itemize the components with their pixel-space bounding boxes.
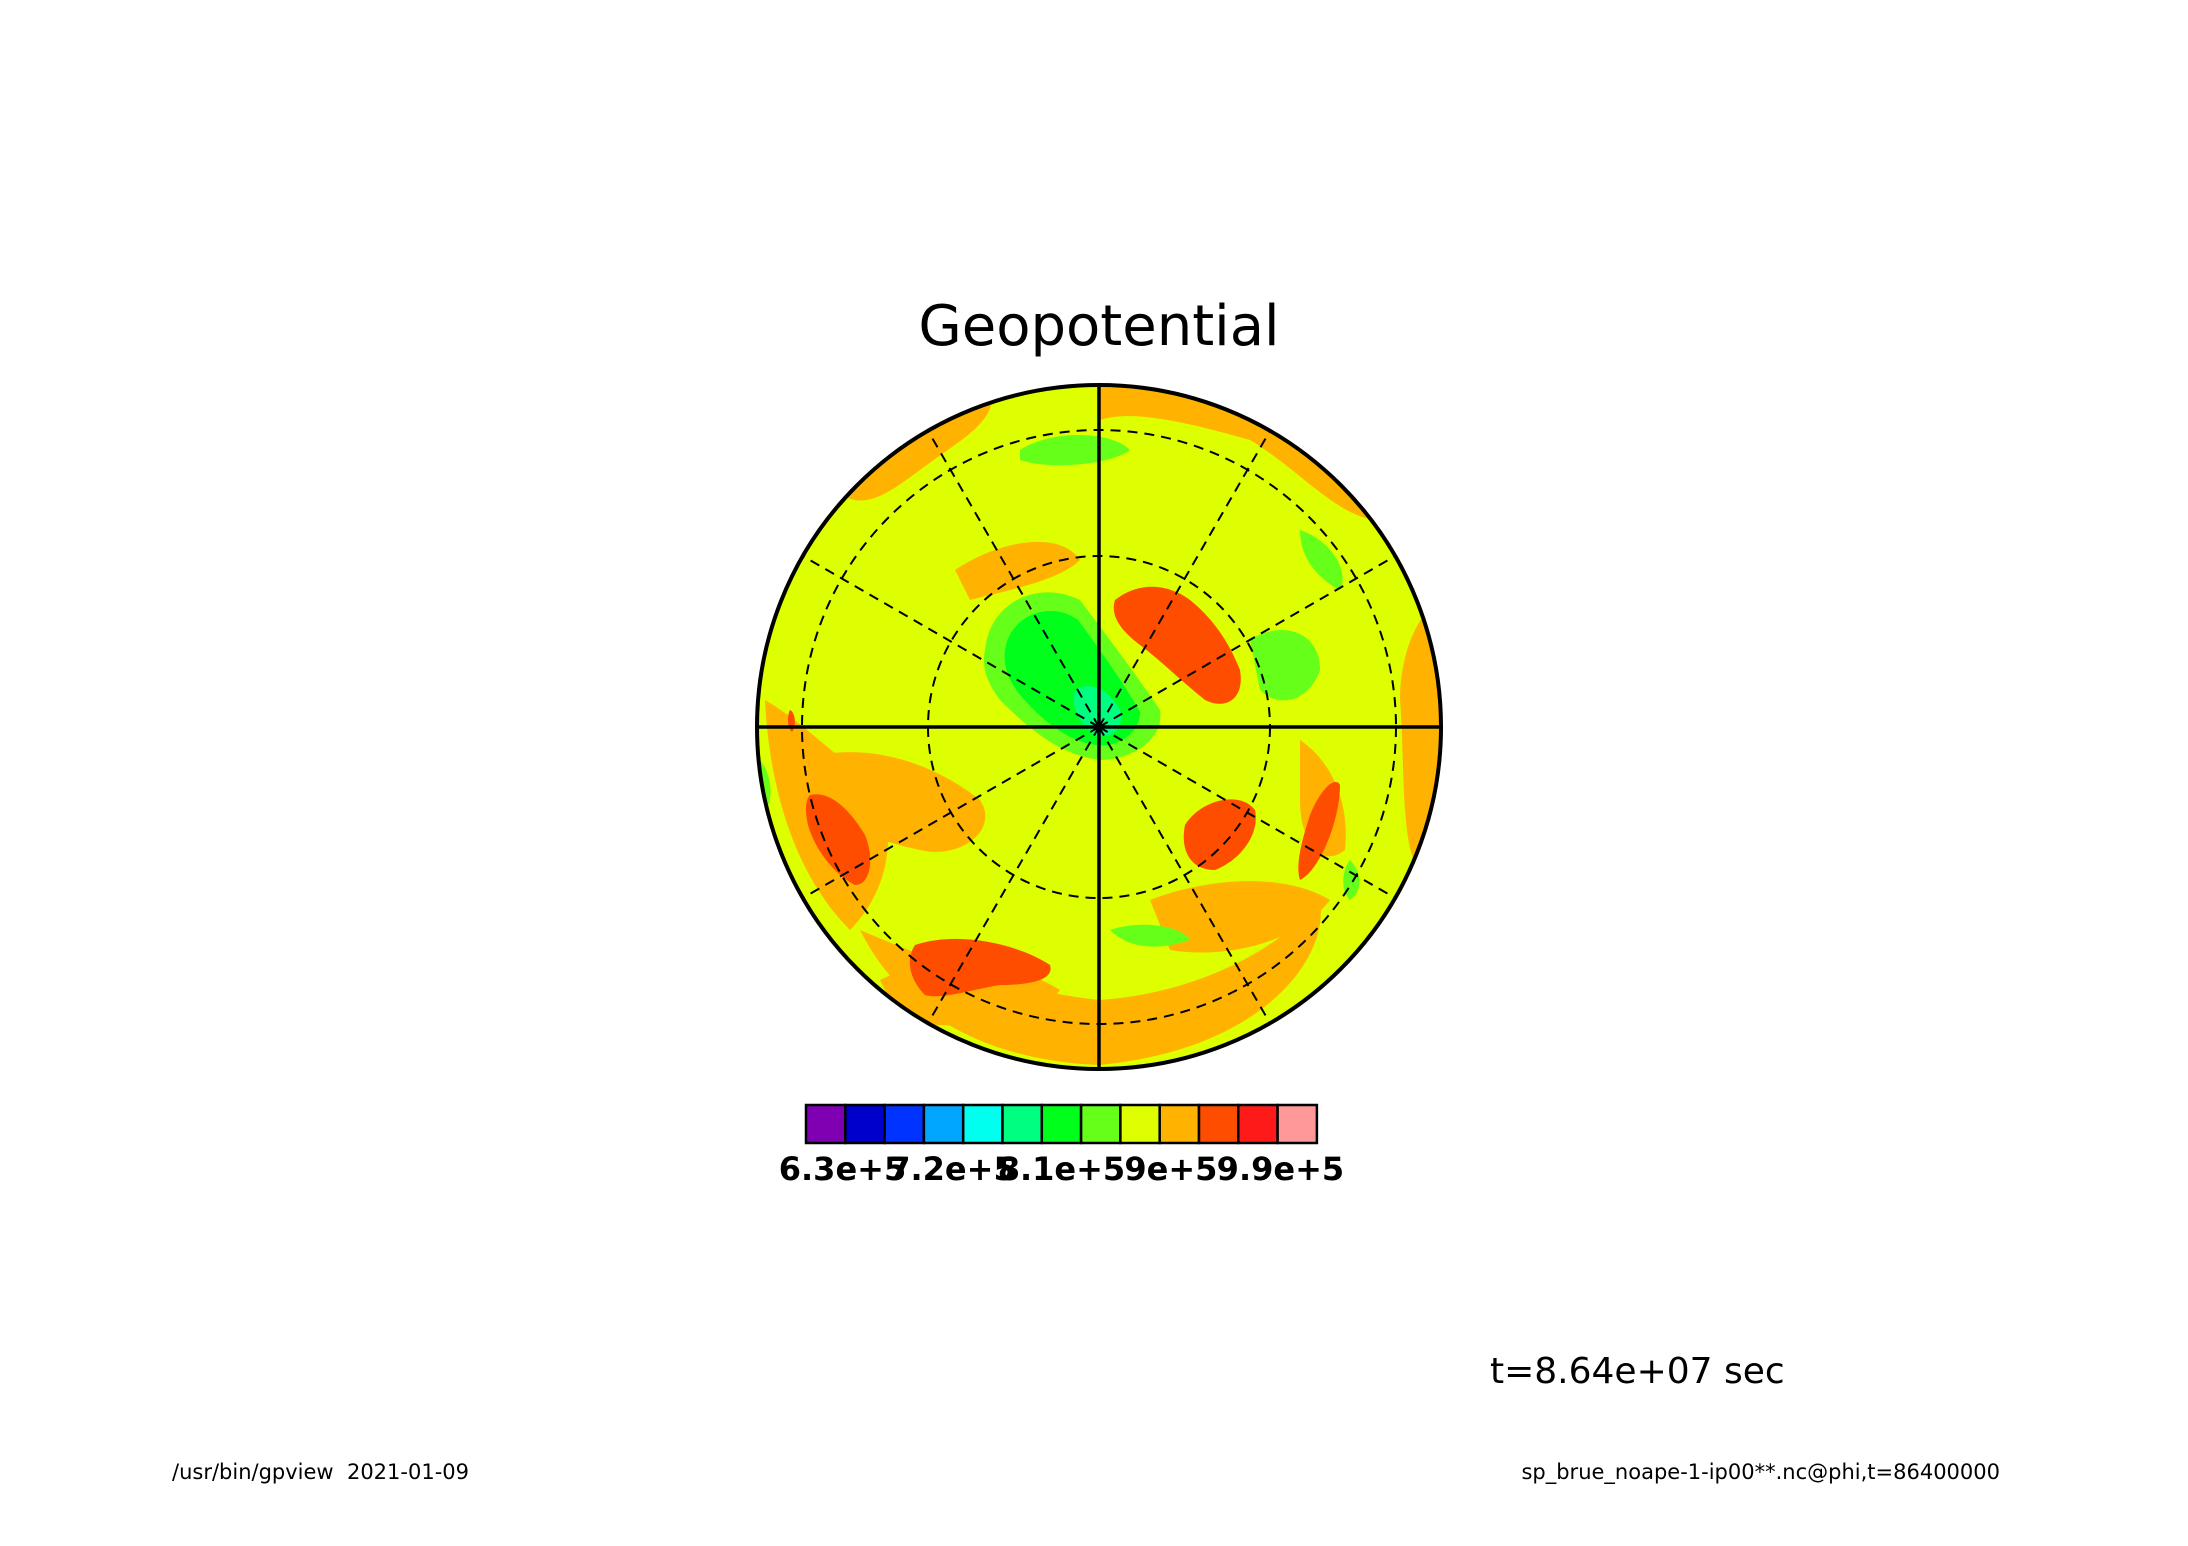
colorbar-swatch (1276, 1103, 1319, 1145)
colorbar-tick-label: 8.1e+5 (998, 1150, 1125, 1188)
meridian-330 (927, 430, 1100, 728)
colorbar-swatch (844, 1103, 886, 1145)
time-label: t=8.64e+07 sec (1490, 1351, 1785, 1392)
colorbar-swatch (1237, 1103, 1279, 1145)
colorbar-swatch (804, 1103, 847, 1145)
meridians-solid (757, 385, 1441, 1069)
orange-patch-1 (955, 541, 1080, 600)
footer-right: sp_brue_noape-1-ip00**.nc@phi,t=86400000 (1521, 1460, 2000, 1485)
meridian-210 (927, 726, 1100, 1024)
green-patch-s (1110, 924, 1190, 947)
colorbar-tick-label: 9e+5 (1124, 1150, 1217, 1188)
colorbar-swatch (1158, 1103, 1201, 1145)
orange-patch-2 (800, 752, 986, 852)
colorbar-swatch (883, 1103, 926, 1145)
colorbar-swatch (1119, 1103, 1161, 1145)
colorbar-tick-label: 6.3e+5 (779, 1150, 906, 1188)
meridian-240 (802, 726, 1100, 899)
colorbar (804, 1103, 1319, 1145)
red-blob-ne (1113, 586, 1241, 704)
green-patch-w (760, 760, 771, 810)
green-patch-ne (1300, 530, 1343, 590)
colorbar-swatch (961, 1103, 1004, 1145)
colorbar-tick-label: 7.2e+5 (888, 1150, 1015, 1188)
meridian-150 (1098, 726, 1271, 1024)
colorbar-swatch (1197, 1103, 1240, 1145)
colorbar-tick-label: 9.9e+5 (1217, 1150, 1344, 1188)
colorbar-swatch (1040, 1103, 1083, 1145)
green-patch-n (1020, 435, 1130, 466)
green-patch-e (1250, 630, 1320, 701)
orange-rim-ne (1100, 385, 1380, 520)
red-blob-w (805, 794, 871, 885)
meridians-dashed (802, 430, 1396, 1024)
meridian-30 (1098, 430, 1271, 728)
footer-left: /usr/bin/gpview 2021-01-09 (172, 1460, 469, 1484)
red-blob-e (1183, 799, 1256, 870)
colorbar-swatch (922, 1103, 965, 1145)
meridian-60 (1098, 555, 1396, 728)
chart-title: Geopotential (918, 294, 1279, 359)
orange-patch-3 (1150, 881, 1330, 953)
red-blob-far-e (1298, 781, 1340, 880)
meridian-300 (802, 555, 1100, 728)
red-blob-sw (909, 938, 1051, 997)
colorbar-swatch (1079, 1103, 1122, 1145)
meridian-120 (1098, 726, 1396, 899)
colorbar-swatch (1001, 1103, 1044, 1145)
polar-map (755, 383, 1443, 1071)
colorbar-labels: 6.3e+57.2e+58.1e+5 9e+5 9.9e+5 (779, 1150, 1344, 1188)
